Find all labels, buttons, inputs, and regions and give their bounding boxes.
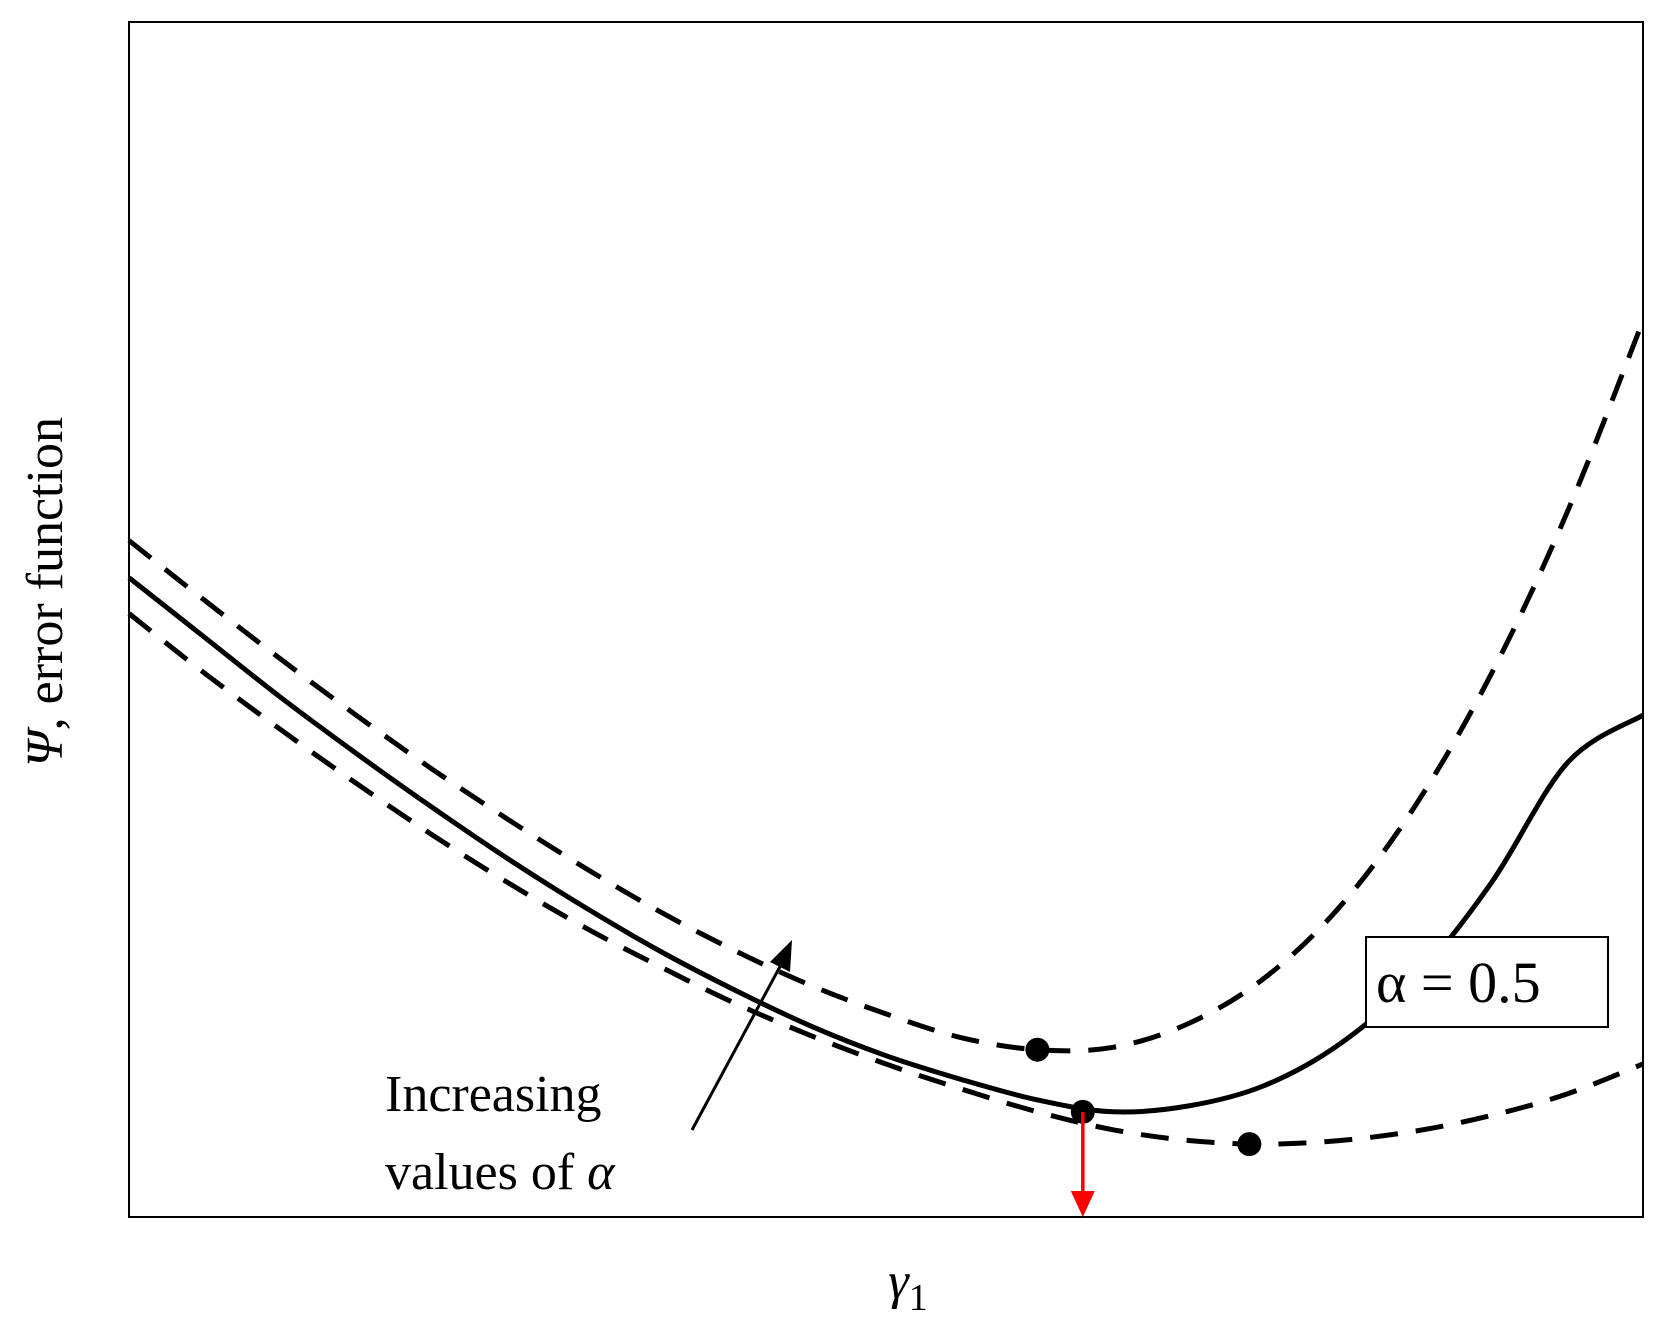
annotation-values-of-alpha: values of α — [385, 1144, 616, 1201]
minimum-marker-1 — [1025, 1037, 1050, 1062]
minimum-marker-3 — [1237, 1132, 1262, 1157]
annotation-values-of-text: values of — [385, 1144, 587, 1201]
increasing-alpha-arrowhead — [770, 940, 792, 972]
y-axis-title-symbol: Ψ — [17, 726, 74, 767]
series-line-2 — [127, 575, 1645, 1115]
optimum-arrowhead — [1070, 1191, 1095, 1217]
increasing-alpha-arrow — [690, 947, 792, 1131]
annotation-alpha-symbol: α — [587, 1144, 616, 1201]
series-line-1 — [127, 319, 1646, 1054]
y-axis-title: Ψ, error function — [17, 417, 74, 767]
legend-box — [1365, 936, 1609, 1028]
legend-label: α = 0.5 — [1376, 950, 1541, 1015]
x-axis-title: γ1 — [888, 1253, 928, 1319]
x-axis-title-sub: 1 — [909, 1277, 928, 1319]
y-axis-title-text: , error function — [17, 417, 74, 730]
series-line-3 — [127, 611, 1644, 1147]
annotation-increasing: Increasing — [385, 1066, 602, 1123]
x-axis-title-main: γ — [888, 1253, 910, 1310]
plot-frame — [128, 21, 1644, 1218]
